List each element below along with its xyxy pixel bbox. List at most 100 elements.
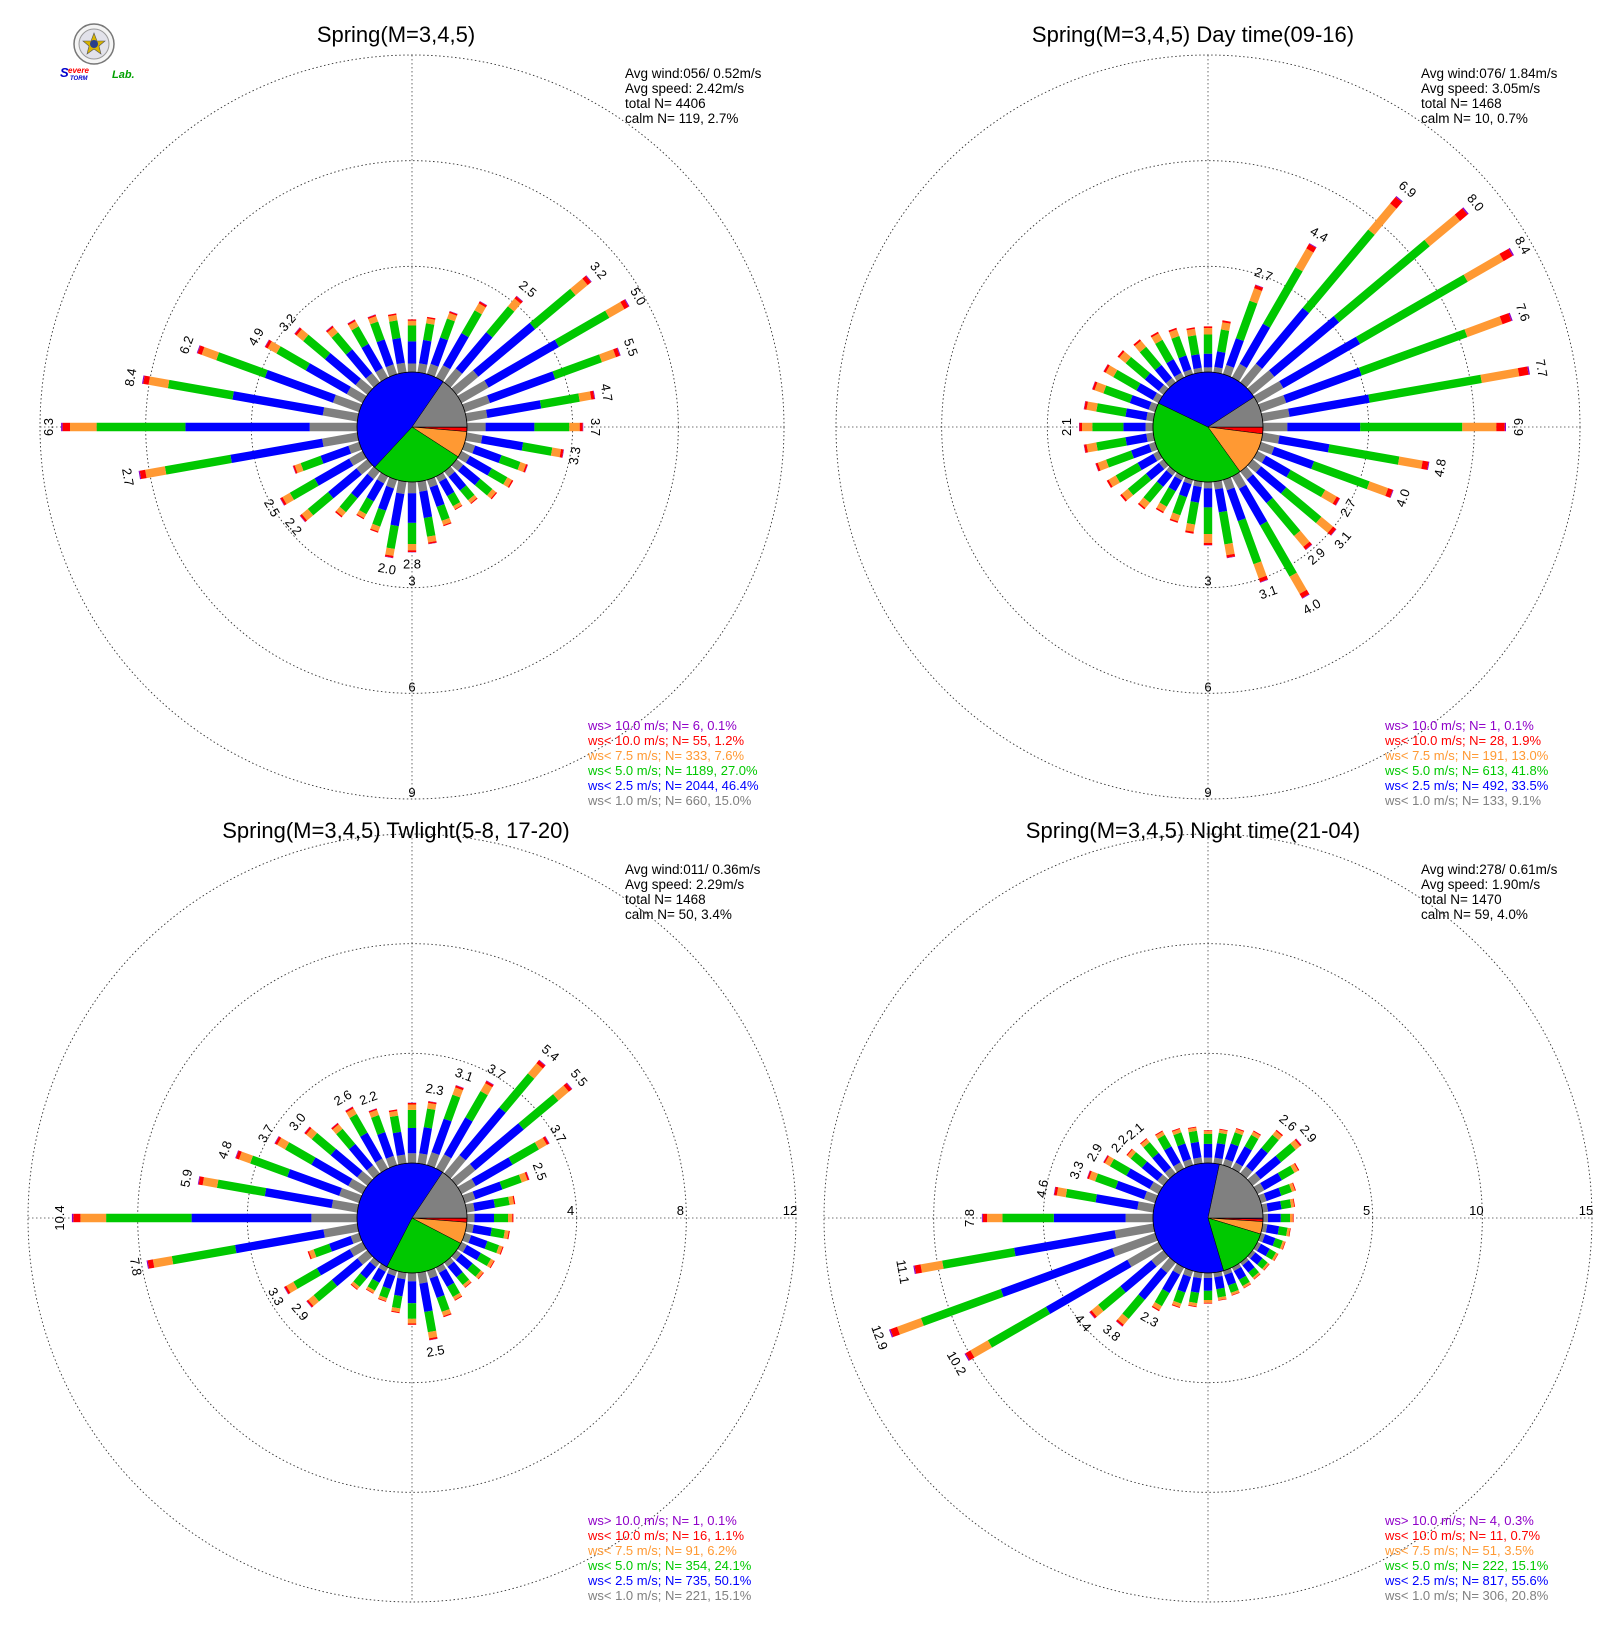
sector-bar-segment (1115, 1321, 1123, 1327)
sector-bar-segment (468, 494, 477, 504)
legend-entry: ws< 5.0 m/s; N= 1189, 27.0% (587, 763, 758, 778)
sector-bar-segment (293, 1268, 321, 1289)
sector-bar-segment (1097, 459, 1109, 471)
sector-bar-segment (1508, 247, 1514, 256)
sector-total-label: 7.8 (962, 1209, 977, 1227)
legend-entry: ws< 2.5 m/s; N= 2044, 46.4% (587, 778, 759, 793)
sector-bar-segment (452, 1087, 463, 1098)
sector-bar-segment (1306, 243, 1317, 253)
sector-bar-segment (1260, 579, 1269, 583)
panel-stat-line: total N= 1468 (1421, 96, 1502, 111)
sector-bar-segment (529, 288, 576, 330)
sector-total-label: 7.8 (127, 1257, 145, 1277)
sector-bar-segment (1152, 1302, 1162, 1311)
sector-bar-segment (1203, 1273, 1213, 1278)
sector-bar-segment (1095, 1194, 1139, 1210)
sector-bar-segment (367, 314, 377, 319)
sector-bar-segment (1106, 450, 1134, 468)
legend-entry: ws< 7.5 m/s; N= 191, 13.0% (1384, 748, 1549, 763)
sector-bar-segment (282, 492, 294, 505)
sector-bar-segment (1238, 1275, 1250, 1287)
sector-bar-segment (1496, 422, 1505, 432)
sector-bar-segment (1288, 1228, 1291, 1237)
sector-bar-segment (1083, 444, 1086, 453)
sector-bar-segment (449, 311, 458, 316)
sector-bar-segment (473, 322, 536, 377)
sector-bar-segment (512, 1195, 516, 1205)
sector-bar-segment (1169, 518, 1179, 523)
sector-bar-segment (1158, 384, 1169, 395)
sector-bar-segment (1000, 1248, 1116, 1297)
sector-bar-segment (486, 1258, 494, 1268)
sector-bar-segment (232, 391, 325, 416)
sector-bar-segment (426, 316, 436, 320)
sector-bar-segment (1188, 1127, 1197, 1133)
windrose-panel-spring-twilight: Spring(M=3,4,5) Twlight(5-8, 17-20) 4 8 12 2… (27, 818, 797, 1603)
sector-bar-segment (1258, 1232, 1266, 1243)
sector-bar-segment (355, 378, 373, 395)
sector-bar-segment (1159, 487, 1176, 507)
sector-bar-segment (388, 1109, 398, 1113)
sector-bar-segment (1292, 1213, 1294, 1223)
sector-bar-segment (326, 325, 334, 333)
sector-bar-segment (1263, 1187, 1282, 1202)
sector-bar-segment (499, 1246, 504, 1255)
sector-bar-segment (507, 479, 514, 488)
sector-bar-segment (407, 341, 417, 364)
sector-bar-segment (1242, 1260, 1255, 1273)
sector-bar-segment (1302, 593, 1310, 599)
sector-bar-segment (1178, 355, 1192, 373)
sector-bar-segment (1086, 401, 1098, 412)
sector-bar-segment (1254, 285, 1264, 291)
panel-stat-line: Avg wind:278/ 0.61m/s (1421, 862, 1558, 877)
legend-entry: ws< 1.0 m/s; N= 660, 15.0% (587, 793, 752, 808)
sector-bar-segment (1360, 422, 1463, 432)
sector-bar-segment (1126, 1148, 1133, 1156)
sector-bar-segment (276, 346, 310, 371)
sector-total-label: 3.7 (485, 1061, 508, 1083)
sector-total-label: 3.0 (286, 1110, 309, 1133)
sector-bar-segment (147, 1259, 155, 1269)
sector-bar-segment (1261, 1203, 1269, 1213)
sector-bar-segment (396, 362, 407, 374)
sector-bar-segment (1248, 1267, 1259, 1278)
sector-total-label: 4.8 (215, 1139, 235, 1161)
sector-bar-segment (1277, 1165, 1295, 1181)
sector-bar-segment (455, 1253, 473, 1270)
sector-bar-segment (1288, 394, 1370, 417)
center-pie-outline (356, 1162, 468, 1274)
sector-bar-segment (370, 321, 385, 343)
panel-stat-line: Avg speed: 3.05m/s (1421, 81, 1540, 96)
sector-total-label: 3.3 (566, 446, 584, 466)
sector-bar-segment (1126, 1168, 1154, 1189)
sector-bar-segment (1262, 1262, 1270, 1271)
sector-bar-segment (1266, 497, 1301, 536)
sector-bar-segment (1231, 363, 1247, 382)
sector-bar-segment (349, 450, 367, 466)
sector-bar-segment (331, 1123, 339, 1130)
sector-bar-segment (366, 1286, 375, 1294)
sector-bar-segment (1187, 1126, 1197, 1129)
sector-bar-segment (1103, 364, 1108, 372)
sector-bar-segment (1261, 1134, 1279, 1154)
sector-bar-segment (1108, 475, 1120, 487)
range-tick-label: 9 (408, 785, 415, 800)
sector-bar-segment (1109, 1158, 1131, 1176)
sector-bar-segment (1115, 1180, 1147, 1200)
sector-bar-segment (589, 390, 595, 400)
sector-bar-segment (464, 1281, 472, 1288)
sector-bar-segment (914, 1264, 922, 1274)
sector-bar-segment (1146, 412, 1155, 422)
sector-bar-segment (452, 502, 462, 510)
sector-bar-segment (1104, 1156, 1114, 1167)
sector-bar-segment (216, 352, 268, 378)
sector-bar-segment (378, 1263, 389, 1272)
sector-bar-segment (474, 303, 486, 315)
sector-bar-segment (477, 1272, 484, 1280)
sector-bar-segment (1089, 1310, 1097, 1319)
sector-bar-segment (1253, 450, 1266, 463)
sector-bar-segment (1187, 335, 1200, 356)
sector-bar-segment (1247, 370, 1275, 395)
sector-bar-segment (526, 1171, 530, 1180)
sector-total-label: 2.6 (1276, 1111, 1299, 1134)
